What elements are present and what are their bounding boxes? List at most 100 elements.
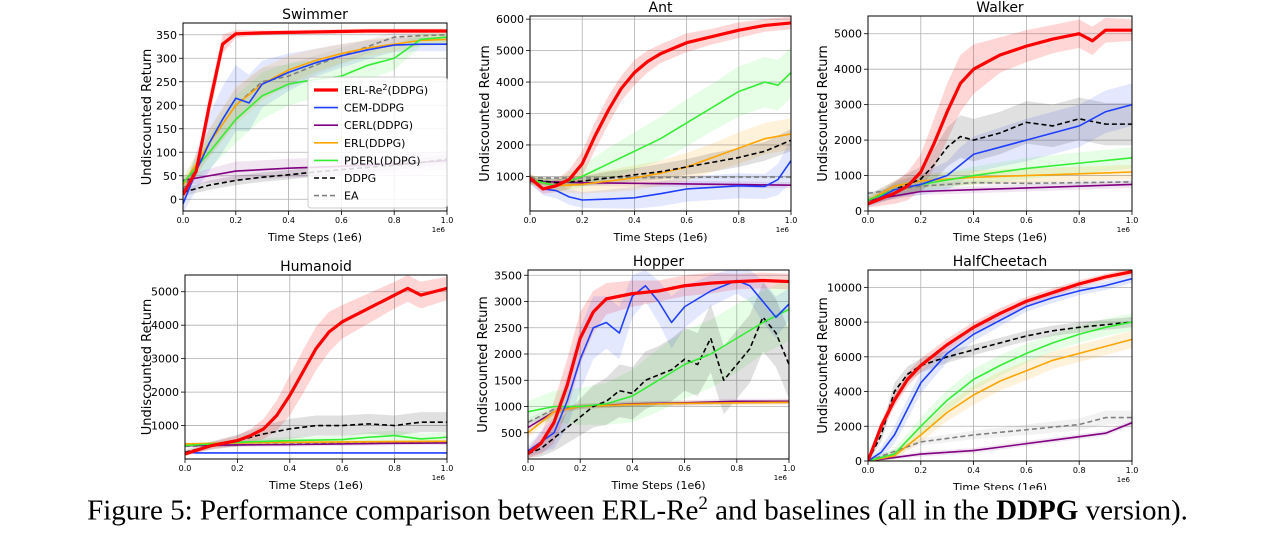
series-band-pderl — [528, 277, 789, 425]
series-line-ea — [868, 181, 1132, 195]
series-band-cem — [530, 138, 791, 209]
x-tick-label: 1.0 — [1126, 216, 1139, 225]
y-axis-label: Undiscounted Return — [816, 297, 831, 434]
x-tick-label: 0.2 — [231, 464, 244, 473]
series-band-pderl — [868, 313, 1132, 461]
y-tick-label: 6000 — [496, 13, 524, 26]
x-tick-label: 1.0 — [1126, 466, 1139, 475]
series-line-erl_re2 — [868, 28, 1132, 206]
panel-title: Humanoid — [280, 259, 352, 275]
x-offset-label: 1e6 — [774, 474, 788, 482]
plot-area — [530, 16, 791, 209]
y-tick-label: 1000 — [494, 401, 522, 414]
x-offset-label: 1e6 — [1117, 476, 1131, 484]
series-band-cem — [868, 274, 1132, 461]
y-tick-label: 3000 — [496, 108, 524, 121]
x-tick-label: 0.2 — [914, 466, 927, 475]
y-tick-label: 0 — [855, 205, 862, 218]
series-band-ddpg — [528, 283, 789, 458]
x-tick-label: 0.4 — [282, 216, 295, 225]
series-band-erl_re2 — [185, 275, 447, 456]
y-tick-label: 3500 — [494, 269, 522, 282]
y-tick-label: 4000 — [834, 63, 862, 76]
y-tick-label: 150 — [156, 123, 177, 136]
y-axis-label: Undiscounted Return — [140, 299, 155, 436]
series-line-ea — [868, 416, 1132, 461]
x-tick-label: 0.4 — [967, 466, 980, 475]
legend-label-erl: ERL(DDPG) — [344, 137, 405, 150]
plot-area — [528, 270, 789, 458]
y-tick-label: 0 — [170, 193, 177, 206]
series-line-erl — [868, 338, 1132, 461]
series-line-erl — [868, 171, 1132, 202]
plot-area — [868, 17, 1132, 208]
series-line-cem — [530, 160, 791, 201]
series-band-ea — [868, 410, 1132, 461]
series-band-cem — [868, 83, 1132, 208]
y-tick-label: 4000 — [834, 386, 862, 399]
series-line-erl_re2 — [528, 278, 789, 455]
y-tick-label: 3000 — [494, 296, 522, 309]
series-line-cerl — [868, 183, 1132, 202]
panel-title: Swimmer — [282, 7, 348, 23]
series-line-erl — [183, 38, 447, 186]
legend-label-cem: CEM-DDPG — [344, 102, 404, 115]
x-tick-label: 1.0 — [785, 216, 798, 225]
series-band-erl_re2 — [530, 16, 791, 194]
series-band-erl — [528, 399, 789, 438]
x-tick-label: 0.8 — [388, 464, 401, 473]
series-line-erl_re2 — [185, 286, 447, 456]
legend-label-ddpg: DDPG — [344, 172, 376, 185]
x-offset-label: 1e6 — [432, 226, 446, 234]
legend-label-erl_re2: ERL-Re2(DDPG) — [344, 83, 428, 97]
y-tick-label: 500 — [501, 427, 522, 440]
series-line-erl_re2 — [530, 21, 791, 191]
x-tick-label: 1.0 — [783, 464, 796, 473]
caption-bold: DDPG — [996, 494, 1079, 527]
x-tick-label: 0.6 — [678, 464, 691, 473]
y-axis-label: Undiscounted Return — [476, 296, 491, 433]
series-line-cem — [183, 43, 447, 205]
series-line-cerl — [185, 442, 447, 447]
series-band-erl — [530, 118, 791, 194]
x-tick-label: 0.8 — [732, 216, 745, 225]
y-axis-label: Undiscounted Return — [140, 49, 155, 186]
series-line-erl — [528, 401, 789, 434]
caption-prefix: Figure 5: Performance comparison between… — [87, 494, 699, 527]
x-axis-label: Time Steps (1e6) — [610, 479, 705, 490]
legend: ERL-Re2(DDPG) CEM-DDPG CERL(DDPG) ERL(DDPG)… — [307, 76, 448, 209]
y-tick-label: 2000 — [834, 134, 862, 147]
x-tick-label: 1.0 — [441, 216, 454, 225]
caption-sup: 2 — [698, 493, 708, 514]
series-line-pderl — [528, 308, 789, 413]
x-axis-label: Time Steps (1e6) — [952, 231, 1047, 244]
series-line-ea — [530, 176, 791, 179]
x-offset-label: 1e6 — [1117, 226, 1131, 234]
y-tick-label: 0 — [855, 455, 862, 468]
y-tick-label: 1500 — [494, 374, 522, 387]
x-tick-label: 0.0 — [177, 216, 190, 225]
series-line-erl_re2 — [868, 270, 1132, 461]
y-tick-label: 5000 — [834, 28, 862, 41]
y-tick-label: 1000 — [834, 170, 862, 183]
y-tick-label: 100 — [156, 146, 177, 159]
x-tick-label: 0.6 — [335, 216, 348, 225]
x-tick-label: 0.6 — [1020, 466, 1033, 475]
y-tick-label: 350 — [156, 29, 177, 42]
series-line-cem — [185, 451, 447, 454]
y-tick-label: 4000 — [151, 319, 179, 332]
series-band-erl_re2 — [528, 272, 789, 458]
panel-title: Hopper — [633, 254, 684, 270]
series-line-ddpg — [868, 118, 1132, 202]
x-tick-label: 0.4 — [628, 216, 641, 225]
series-band-ddpg — [868, 97, 1132, 206]
series-band-pderl — [183, 31, 447, 188]
y-tick-label: 8000 — [834, 316, 862, 329]
series-line-ddpg — [530, 139, 791, 184]
x-tick-label: 0.6 — [680, 216, 693, 225]
legend-label-pderl: PDERL(DDPG) — [344, 154, 421, 167]
x-tick-label: 0.8 — [1073, 466, 1086, 475]
x-tick-label: 0.2 — [914, 216, 927, 225]
